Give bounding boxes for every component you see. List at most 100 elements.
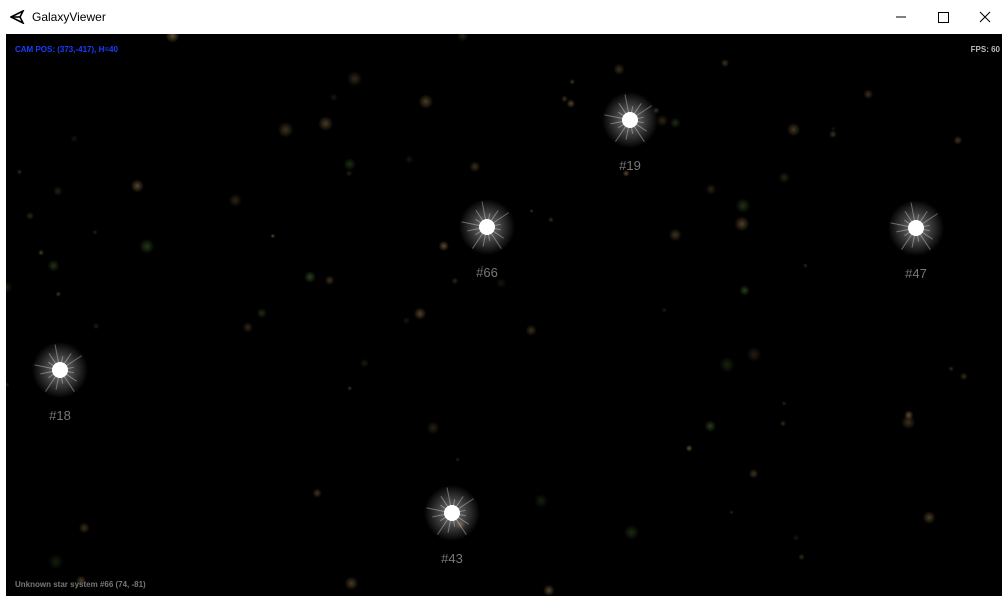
background-star (901, 415, 915, 429)
star-system[interactable]: #47 (888, 200, 944, 281)
background-star (360, 359, 369, 368)
star-label: #19 (619, 158, 641, 173)
background-star (782, 401, 787, 406)
background-star (439, 241, 449, 251)
background-star (779, 172, 790, 183)
background-star (747, 347, 762, 362)
background-star (38, 250, 44, 256)
background-star (798, 554, 805, 561)
background-star (6, 382, 9, 387)
star-core (52, 362, 68, 378)
background-star (318, 116, 333, 131)
background-star (613, 64, 625, 76)
star-label: #47 (905, 266, 927, 281)
background-star (953, 136, 962, 145)
galaxy-viewport[interactable]: CAM POS: (373,-417), H=40 FPS: 60 Unknow… (6, 34, 1002, 596)
background-star (346, 170, 353, 177)
background-star (569, 79, 575, 85)
window-title: GalaxyViewer (32, 10, 106, 24)
background-star (729, 510, 733, 514)
background-star (325, 275, 335, 285)
camera-position: CAM POS: (373,-417), H=40 (15, 45, 118, 54)
background-star (48, 554, 64, 570)
background-star (345, 576, 359, 590)
close-button[interactable] (962, 0, 1002, 34)
background-star (662, 308, 667, 313)
star-core (908, 220, 924, 236)
background-star (948, 366, 954, 372)
background-star (405, 155, 414, 164)
background-star (670, 117, 681, 128)
background-star (923, 511, 936, 524)
background-star (749, 469, 759, 479)
background-star (70, 135, 78, 143)
background-star (6, 281, 12, 294)
background-star (427, 421, 440, 434)
background-star (526, 325, 537, 336)
background-star (242, 322, 253, 333)
background-star (131, 179, 144, 192)
background-star (347, 71, 362, 86)
background-star (343, 158, 356, 171)
background-star (53, 186, 63, 196)
background-star (270, 234, 275, 239)
background-star (418, 94, 433, 109)
background-star (686, 445, 693, 452)
background-star (792, 534, 799, 541)
page: GalaxyViewer html, body { margin: 0; pad… (0, 0, 1002, 596)
background-star (719, 357, 735, 373)
background-star (455, 457, 460, 462)
background-star (17, 169, 22, 174)
background-star (863, 89, 873, 99)
background-star (543, 585, 555, 596)
star-label: #18 (49, 408, 71, 423)
background-star (257, 308, 267, 318)
background-star (829, 130, 837, 138)
star-system[interactable]: #19 (602, 92, 658, 173)
background-star (457, 34, 468, 42)
minimize-button[interactable] (878, 0, 924, 34)
star-system[interactable]: #18 (32, 342, 88, 423)
star-label: #66 (476, 265, 498, 280)
background-star (229, 194, 242, 207)
background-star (734, 216, 749, 231)
star-label: #43 (441, 551, 463, 566)
background-star (55, 291, 61, 297)
background-star (451, 277, 458, 284)
background-star (93, 230, 98, 235)
fps-counter: FPS: 60 (971, 45, 1001, 54)
background-star (669, 228, 682, 241)
maximize-button[interactable] (920, 0, 966, 34)
background-star (414, 307, 426, 319)
star-core (479, 219, 495, 235)
background-star (567, 99, 576, 108)
background-star (304, 271, 316, 283)
background-star (739, 285, 750, 296)
background-star (534, 494, 548, 508)
status-text: Unknown star system #66 (74, -81) (15, 580, 146, 589)
background-star (721, 59, 729, 67)
background-star (803, 263, 808, 268)
background-star (79, 522, 90, 533)
star-system[interactable]: #43 (424, 485, 480, 566)
title-bar: GalaxyViewer (0, 0, 1002, 34)
star-core (622, 112, 638, 128)
background-star (278, 122, 294, 138)
background-star (26, 212, 34, 220)
background-star (93, 323, 100, 330)
background-star (704, 420, 716, 432)
star-core (444, 505, 460, 521)
background-star (47, 260, 59, 272)
background-star (165, 34, 179, 43)
background-star (469, 161, 480, 172)
background-star (736, 198, 751, 213)
background-star (780, 420, 786, 426)
background-star (529, 209, 533, 213)
star-system[interactable]: #66 (459, 199, 515, 280)
background-star (548, 217, 554, 223)
background-star (330, 93, 338, 101)
background-star (402, 317, 410, 325)
background-star (139, 239, 154, 254)
body: {"window": {"title": "GalaxyViewer"}, "h… (0, 0, 1002, 596)
sky: CAM POS: (373,-417), H=40 FPS: 60 Unknow… (6, 34, 1002, 596)
